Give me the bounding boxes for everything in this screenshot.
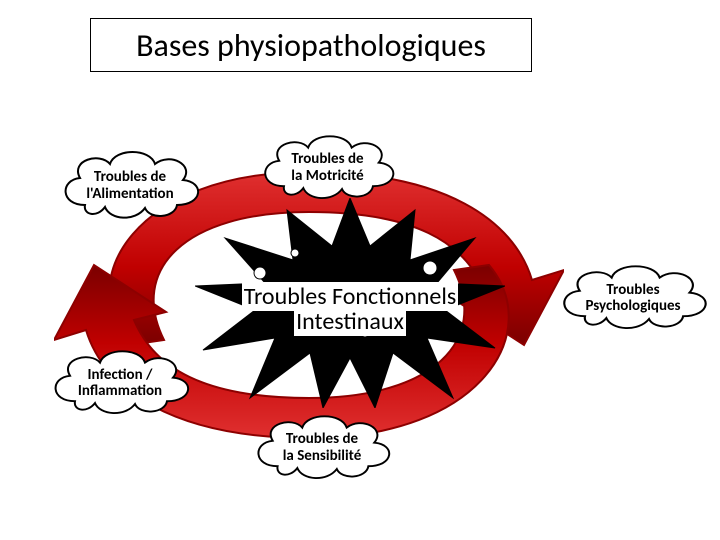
cloud-line2: Psychologiques xyxy=(585,297,680,315)
cloud-line1: Troubles de xyxy=(291,150,363,168)
cloud-line1: Infection / xyxy=(87,366,152,384)
cloud-line1: Troubles de xyxy=(286,430,358,448)
cloud-line1: Troubles xyxy=(606,281,659,299)
cloud-alimentation: Troubles de l'Alimentation xyxy=(55,140,205,225)
page-title: Bases physiopathologiques xyxy=(90,18,532,72)
cloud-psychologiques-label: Troubles Psychologiques xyxy=(553,255,713,335)
cloud-sensibilite: Troubles de la Sensibilité xyxy=(248,405,396,485)
cloud-line1: Troubles de xyxy=(94,168,166,186)
burst-line2: Intestinaux xyxy=(294,307,406,336)
cloud-alimentation-label: Troubles de l'Alimentation xyxy=(55,140,205,225)
cloud-infection: Infection / Inflammation xyxy=(45,340,195,420)
page-title-text: Bases physiopathologiques xyxy=(136,26,486,65)
cloud-infection-label: Infection / Inflammation xyxy=(45,340,195,420)
cloud-line2: Inflammation xyxy=(78,382,162,400)
cloud-line2: la Motricité xyxy=(291,167,363,185)
central-burst-label: Troubles Fonctionnels Intestinaux xyxy=(195,198,505,408)
central-burst: Troubles Fonctionnels Intestinaux xyxy=(195,198,505,408)
diagram-stage: Bases physiopathologiques xyxy=(0,0,720,540)
cloud-motricite-label: Troubles de la Motricité xyxy=(255,125,400,205)
cloud-line2: la Sensibilité xyxy=(283,447,362,465)
cloud-line2: l'Alimentation xyxy=(86,185,173,203)
cloud-psychologiques: Troubles Psychologiques xyxy=(553,255,713,335)
cloud-motricite: Troubles de la Motricité xyxy=(255,125,400,205)
cloud-sensibilite-label: Troubles de la Sensibilité xyxy=(248,405,396,485)
